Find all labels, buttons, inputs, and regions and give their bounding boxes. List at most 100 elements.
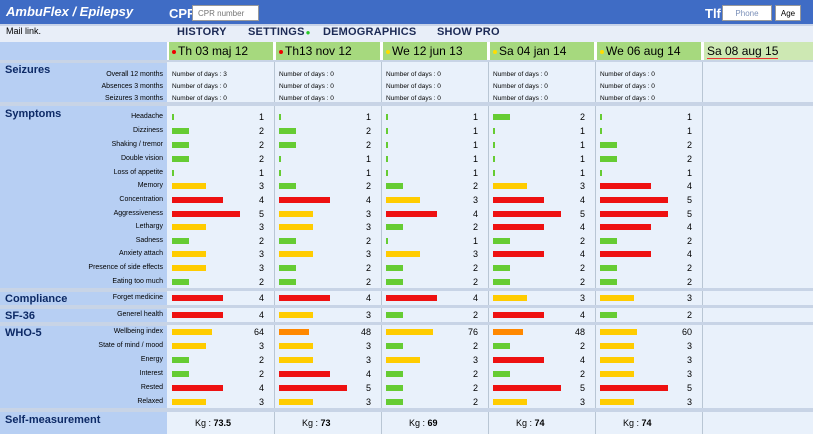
section-title: Symptoms [5,108,62,120]
column-divider [595,412,596,434]
row-label: Eating too much [112,278,163,285]
weight-value: Kg : 73.5 [195,418,231,428]
score-value: 1 [472,168,478,178]
score-bar [600,329,638,335]
kg-label: Kg : [302,418,321,428]
score-bar [493,183,527,189]
tlf-label: Tlf [705,6,721,21]
score-bar [493,399,527,405]
score-value: 3 [472,195,478,205]
date-column-header[interactable]: Th 03 maj 12 [167,42,273,60]
phone-input[interactable]: Phone [722,5,772,21]
score-bar [600,183,651,189]
score-value: 4 [365,195,371,205]
score-bar [493,312,544,318]
section-separator [0,408,813,412]
nav-settings[interactable]: SETTINGS● [248,26,311,38]
mail-link[interactable]: Mail link. [6,26,42,36]
score-value: 4 [686,249,692,259]
score-bar [172,211,240,217]
score-value: 3 [365,310,371,320]
nav-history[interactable]: HISTORY [177,26,227,38]
score-bar [279,399,313,405]
score-value: 5 [579,209,585,219]
score-value: 4 [579,249,585,259]
score-value: 1 [686,126,692,136]
score-bar [386,295,437,301]
nav-bar: Mail link. HISTORY SETTINGS● DEMOGRAPHIC… [0,26,813,42]
nav-demographics[interactable]: DEMOGRAPHICS [323,26,417,38]
date-column-header[interactable]: Sa 04 jan 14 [488,42,594,60]
score-bar [600,385,668,391]
section-sf36: SF-36 Generel health 4 3 2 4 2 [0,308,813,322]
score-value: 2 [258,369,264,379]
score-bar [600,238,617,244]
date-label: Th13 nov 12 [285,44,352,58]
row-label: Presence of side effects [88,264,163,271]
date-column-header[interactable]: Th13 nov 12 [274,42,380,60]
score-bar [279,114,281,120]
cpr-input[interactable] [192,5,259,21]
date-column-header[interactable]: We 12 jun 13 [381,42,487,60]
column-divider [702,106,703,288]
nav-show-pro[interactable]: SHOW PRO [437,26,500,38]
date-column-header[interactable]: We 06 aug 14 [595,42,701,60]
score-bar [386,170,388,176]
weight-value: Kg : 74 [516,418,545,428]
score-value: 2 [686,236,692,246]
score-bar [493,251,544,257]
score-value: 4 [258,195,264,205]
score-value: 4 [579,195,585,205]
weight-value: Kg : 73 [302,418,331,428]
column-divider [488,325,489,408]
score-value: 3 [365,222,371,232]
score-bar [600,114,602,120]
status-dot-icon [493,49,497,54]
score-value: 2 [579,263,585,273]
cpr-label: CPR [169,6,197,21]
section-separator [0,288,813,292]
score-bar [172,156,189,162]
score-value: 2 [365,277,371,287]
score-value: 2 [686,277,692,287]
score-bar [279,156,281,162]
age-input[interactable]: Age [775,5,801,21]
score-bar [386,183,403,189]
score-value: 5 [579,383,585,393]
date-label: We 12 jun 13 [392,44,463,58]
score-value: 4 [686,181,692,191]
score-value: 4 [472,293,478,303]
score-value: 2 [258,154,264,164]
row-label: Forget medicine [112,294,163,301]
score-bar [493,170,495,176]
score-value: 2 [472,222,478,232]
score-bar [493,197,544,203]
section-separator [0,60,813,63]
row-label: Anxiety attach [119,250,163,257]
score-value: 2 [365,140,371,150]
date-column-header[interactable]: Sa 08 aug 15 [702,42,813,60]
score-bar [600,142,617,148]
score-bar [493,295,527,301]
seizure-count: Number of days : 0 [172,95,227,102]
score-bar [279,279,296,285]
score-value: 2 [258,126,264,136]
score-value: 3 [686,341,692,351]
row-label: Lethargy [135,223,163,230]
score-value: 3 [258,397,264,407]
score-bar [493,279,510,285]
section-title: Seizures [5,64,51,76]
section-background [167,291,813,305]
kg-number: 74 [534,418,545,428]
score-bar [172,385,223,391]
score-bar [172,238,189,244]
score-value: 76 [467,327,478,337]
score-value: 1 [579,140,585,150]
score-value: 5 [365,383,371,393]
seizure-count: Number of days : 0 [386,71,441,78]
row-label: Rested [140,384,163,391]
column-divider [488,106,489,288]
score-bar [600,224,651,230]
score-value: 48 [574,327,585,337]
score-bar [386,224,403,230]
